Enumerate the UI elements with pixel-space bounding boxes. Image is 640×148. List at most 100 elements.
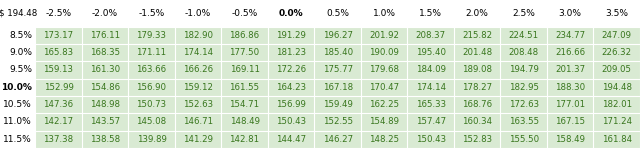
- Text: 143.57: 143.57: [90, 118, 120, 127]
- Text: 165.33: 165.33: [415, 100, 445, 109]
- Text: 1.0%: 1.0%: [372, 9, 396, 18]
- Text: 170.47: 170.47: [369, 83, 399, 92]
- Text: 188.30: 188.30: [555, 83, 585, 92]
- Text: 161.55: 161.55: [230, 83, 260, 92]
- Text: 144.47: 144.47: [276, 135, 306, 144]
- Text: 172.63: 172.63: [509, 100, 539, 109]
- Text: 166.26: 166.26: [183, 65, 213, 74]
- Text: 209.05: 209.05: [602, 65, 632, 74]
- Text: 172.26: 172.26: [276, 65, 306, 74]
- Text: 160.34: 160.34: [462, 118, 492, 127]
- Text: 152.55: 152.55: [323, 118, 353, 127]
- Text: 159.49: 159.49: [323, 100, 353, 109]
- Text: 165.83: 165.83: [44, 48, 74, 57]
- Text: 139.89: 139.89: [136, 135, 166, 144]
- Text: 1.5%: 1.5%: [419, 9, 442, 18]
- Text: 190.09: 190.09: [369, 48, 399, 57]
- Text: 163.55: 163.55: [509, 118, 539, 127]
- Text: 148.98: 148.98: [90, 100, 120, 109]
- Bar: [35, 27, 640, 148]
- Text: 186.86: 186.86: [230, 31, 260, 40]
- Text: 152.99: 152.99: [44, 83, 74, 92]
- Text: 146.71: 146.71: [183, 118, 213, 127]
- Text: 156.90: 156.90: [136, 83, 166, 92]
- Text: 179.33: 179.33: [136, 31, 166, 40]
- Text: 174.14: 174.14: [415, 83, 445, 92]
- Text: 11.0%: 11.0%: [3, 118, 32, 127]
- Text: 154.71: 154.71: [230, 100, 260, 109]
- Text: 201.48: 201.48: [462, 48, 492, 57]
- Text: 142.17: 142.17: [44, 118, 74, 127]
- Text: 155.50: 155.50: [509, 135, 539, 144]
- Text: 156.99: 156.99: [276, 100, 306, 109]
- Text: 10.0%: 10.0%: [1, 83, 32, 92]
- Text: 177.01: 177.01: [555, 100, 585, 109]
- Text: 194.79: 194.79: [509, 65, 539, 74]
- Text: 159.13: 159.13: [44, 65, 74, 74]
- Text: 174.14: 174.14: [183, 48, 213, 57]
- Text: 171.11: 171.11: [136, 48, 166, 57]
- Text: 226.32: 226.32: [602, 48, 632, 57]
- Text: 169.11: 169.11: [230, 65, 260, 74]
- Text: 148.49: 148.49: [230, 118, 260, 127]
- Text: 162.25: 162.25: [369, 100, 399, 109]
- Text: 152.63: 152.63: [183, 100, 213, 109]
- Text: 152.83: 152.83: [462, 135, 492, 144]
- Text: 9.0%: 9.0%: [9, 48, 32, 57]
- Text: 196.27: 196.27: [323, 31, 353, 40]
- Text: 177.50: 177.50: [230, 48, 260, 57]
- Text: 168.76: 168.76: [462, 100, 492, 109]
- Text: 161.30: 161.30: [90, 65, 120, 74]
- Text: 150.43: 150.43: [415, 135, 445, 144]
- Text: 184.09: 184.09: [415, 65, 445, 74]
- Text: 247.09: 247.09: [602, 31, 632, 40]
- Bar: [35, 27, 640, 148]
- Text: 137.38: 137.38: [44, 135, 74, 144]
- Text: 157.47: 157.47: [415, 118, 445, 127]
- Text: 3.0%: 3.0%: [559, 9, 582, 18]
- Text: -0.5%: -0.5%: [232, 9, 258, 18]
- Text: 9.5%: 9.5%: [9, 65, 32, 74]
- Text: 0.5%: 0.5%: [326, 9, 349, 18]
- Text: 208.37: 208.37: [415, 31, 445, 40]
- Text: 181.23: 181.23: [276, 48, 306, 57]
- Text: 179.68: 179.68: [369, 65, 399, 74]
- Text: 150.43: 150.43: [276, 118, 306, 127]
- Text: 182.01: 182.01: [602, 100, 632, 109]
- Text: 164.23: 164.23: [276, 83, 306, 92]
- Text: 147.36: 147.36: [44, 100, 74, 109]
- Text: 154.89: 154.89: [369, 118, 399, 127]
- Text: 234.77: 234.77: [555, 31, 585, 40]
- Text: 167.18: 167.18: [323, 83, 353, 92]
- Text: 167.15: 167.15: [555, 118, 585, 127]
- Text: 216.66: 216.66: [555, 48, 585, 57]
- Text: 224.51: 224.51: [509, 31, 539, 40]
- Text: 148.25: 148.25: [369, 135, 399, 144]
- Text: 176.11: 176.11: [90, 31, 120, 40]
- Text: 154.86: 154.86: [90, 83, 120, 92]
- Text: 195.40: 195.40: [415, 48, 445, 57]
- Text: 159.12: 159.12: [183, 83, 213, 92]
- Text: 11.5%: 11.5%: [3, 135, 32, 144]
- Text: 0.0%: 0.0%: [279, 9, 303, 18]
- Text: 194.48: 194.48: [602, 83, 632, 92]
- Text: -2.5%: -2.5%: [45, 9, 72, 18]
- Text: 150.73: 150.73: [136, 100, 166, 109]
- Text: 141.29: 141.29: [183, 135, 213, 144]
- Text: $ 194.48: $ 194.48: [0, 9, 37, 18]
- Text: 138.58: 138.58: [90, 135, 120, 144]
- Text: 161.84: 161.84: [602, 135, 632, 144]
- Text: -1.0%: -1.0%: [185, 9, 211, 18]
- Text: 171.24: 171.24: [602, 118, 632, 127]
- Text: -2.0%: -2.0%: [92, 9, 118, 18]
- Text: 158.49: 158.49: [556, 135, 585, 144]
- Text: 208.48: 208.48: [509, 48, 539, 57]
- Text: 8.5%: 8.5%: [9, 31, 32, 40]
- Text: 142.81: 142.81: [230, 135, 260, 144]
- Text: 2.5%: 2.5%: [512, 9, 535, 18]
- Text: 201.37: 201.37: [555, 65, 585, 74]
- Text: 173.17: 173.17: [44, 31, 74, 40]
- Text: 146.27: 146.27: [323, 135, 353, 144]
- Text: 168.35: 168.35: [90, 48, 120, 57]
- Text: 182.90: 182.90: [183, 31, 213, 40]
